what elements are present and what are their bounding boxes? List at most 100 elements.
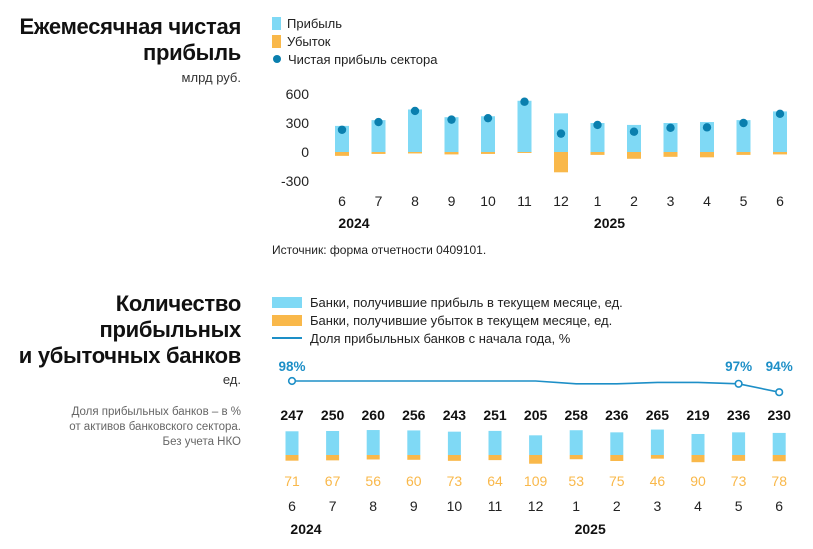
- y-tick-label: 0: [301, 144, 309, 160]
- net-profit-dot: [593, 120, 602, 130]
- net-profit-dot: [410, 106, 420, 116]
- legend2-item-loss: Банки, получившие убыток в текущем месяц…: [272, 311, 623, 329]
- loss-count-label: 67: [325, 473, 341, 489]
- profitable-count-label: 205: [524, 407, 548, 423]
- y-tick-label: -300: [281, 173, 309, 189]
- profit-bar: [444, 117, 459, 152]
- loss-count-label: 64: [487, 473, 503, 489]
- year-label: 2025: [594, 215, 625, 231]
- x-tick-label: 5: [735, 498, 743, 514]
- loss-banks-bar: [650, 455, 664, 459]
- net-profit-dot: [556, 129, 566, 138]
- legend-label-profit: Прибыль: [287, 15, 342, 31]
- loss-bar: [481, 152, 495, 154]
- net-profit-dot: [739, 118, 748, 128]
- loss-bar: [773, 152, 787, 155]
- share-line: [292, 380, 780, 393]
- chart2-title: Количество прибыльных и убыточных банков: [18, 291, 242, 369]
- x-tick-label: 9: [410, 498, 418, 514]
- loss-count-label: 73: [447, 473, 463, 489]
- profitable-banks-bar: [407, 430, 421, 455]
- loss-bar: [554, 152, 568, 173]
- profitable-count-label: 219: [686, 407, 710, 423]
- x-tick-label: 6: [775, 498, 783, 514]
- profit-bar: [590, 123, 605, 152]
- loss-count-label: 71: [284, 473, 300, 489]
- net-profit-dot: [666, 123, 675, 133]
- profitable-banks-bar: [569, 430, 583, 455]
- loss-bar: [663, 152, 678, 157]
- legend2-label-share: Доля прибыльных банков с начала года, %: [310, 330, 571, 346]
- profit-bar: [408, 109, 422, 152]
- chart1-source: Источник: форма отчетности 0409101.: [272, 243, 487, 257]
- loss-bar: [517, 152, 532, 153]
- profitable-count-label: 256: [402, 407, 426, 423]
- profit-bar: [481, 116, 495, 152]
- loss-bar: [444, 152, 459, 155]
- loss-banks-bar: [285, 455, 299, 461]
- profitable-banks-bar: [772, 432, 786, 455]
- chart2-title-line3: и убыточных банков: [18, 343, 242, 368]
- loss-count-label: 109: [524, 473, 548, 489]
- year-label: 2024: [290, 521, 321, 537]
- share-label: 98%: [278, 359, 305, 374]
- profitable-count-label: 236: [605, 407, 629, 423]
- loss-banks-bar: [488, 455, 502, 461]
- loss-banks-bar: [326, 455, 340, 461]
- x-tick-label: 9: [448, 193, 456, 209]
- x-tick-label: 11: [517, 193, 532, 209]
- net-profit-dot: [775, 109, 785, 119]
- profitable-banks-bar: [529, 435, 543, 455]
- loss-bar: [700, 152, 714, 158]
- profitable-count-label: 251: [483, 407, 507, 423]
- legend2-swatch-profit: [272, 296, 302, 308]
- x-tick-label: 8: [369, 498, 377, 514]
- loss-count-label: 46: [650, 473, 666, 489]
- x-tick-label: 10: [480, 193, 496, 209]
- profitable-banks-bar: [488, 430, 502, 455]
- loss-count-label: 90: [690, 473, 706, 489]
- net-profit-dot: [447, 115, 456, 124]
- share-marker: [287, 376, 297, 386]
- profitable-banks-bar: [326, 431, 340, 455]
- y-tick-label: 600: [286, 86, 310, 102]
- legend2-swatch-loss: [272, 314, 302, 326]
- legend2-label-profit: Банки, получившие прибыль в текущем меся…: [310, 294, 623, 310]
- profit-bar: [517, 100, 532, 152]
- chart1-unit: млрд руб.: [181, 70, 241, 85]
- loss-banks-bar: [529, 455, 543, 464]
- chart2-title-line1: Количество: [115, 291, 242, 316]
- share-label: 97%: [725, 359, 752, 374]
- net-profit-dot: [629, 127, 639, 136]
- loss-banks-bar: [610, 455, 624, 461]
- legend-label-net: Чистая прибыль сектора: [288, 51, 438, 67]
- loss-count-label: 78: [771, 473, 787, 489]
- profitable-count-label: 250: [321, 407, 345, 423]
- legend-swatch-loss: [272, 34, 281, 48]
- net-profit-dot: [520, 97, 529, 106]
- profitable-banks-bar: [650, 429, 664, 455]
- loss-banks-bar: [569, 455, 583, 460]
- share-marker: [734, 379, 743, 388]
- x-tick-label: 2: [613, 498, 621, 514]
- profitable-banks-bar: [366, 430, 380, 455]
- x-tick-label: 1: [572, 498, 580, 514]
- x-tick-label: 7: [329, 498, 337, 514]
- x-tick-label: 4: [703, 193, 711, 209]
- net-profit-dot: [337, 125, 347, 134]
- loss-count-label: 60: [406, 473, 422, 489]
- x-tick-label: 3: [654, 498, 662, 514]
- profitable-count-label: 260: [362, 407, 386, 423]
- year-label: 2025: [575, 521, 606, 537]
- chart2-note-line1: Доля прибыльных банков – в %: [71, 406, 241, 418]
- share-label: 94%: [766, 359, 793, 374]
- net-profit-dot: [702, 123, 712, 132]
- loss-banks-bar: [732, 455, 746, 461]
- x-tick-label: 3: [667, 193, 675, 209]
- legend2-label-loss: Банки, получившие убыток в текущем месяц…: [310, 312, 613, 328]
- loss-banks-bar: [407, 455, 421, 460]
- legend2-line-share: [272, 337, 302, 339]
- loss-bar: [627, 152, 641, 159]
